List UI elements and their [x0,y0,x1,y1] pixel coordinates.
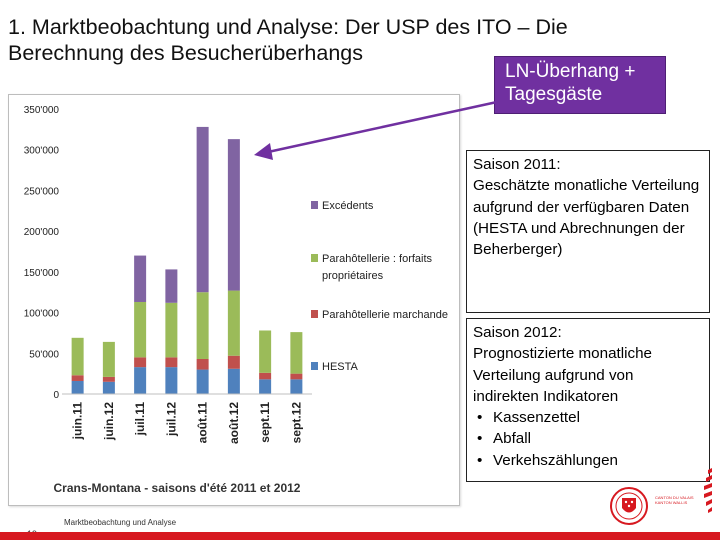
bar-segment [196,292,209,359]
bar-segment [102,376,115,382]
bar-segment [71,375,84,381]
legend-label: Excédents [322,200,374,212]
bar-segment [134,255,147,302]
bar-segment [259,379,272,394]
x-tick-label: juin.12 [102,402,116,441]
bar-segment [196,358,209,370]
legend-label: Parahôtellerie : forfaits [322,253,433,265]
footer-red-bar [0,532,720,540]
season-2012-bullets: • Kassenzettel • Abfall • Verkehszählungen [473,407,703,471]
chart-title: Crans-Montana - saisons d'été 2011 et 20… [54,481,301,495]
bar-segment [165,357,178,368]
bar-segment [290,379,303,394]
bar-segment [134,301,147,358]
bullet-icon: • [477,430,483,448]
bar-segment [165,367,178,394]
y-tick-label: 350'000 [24,105,60,116]
bar-segment [290,332,303,374]
bullet-item: • Verkehszählungen [473,450,703,471]
x-tick-label: juil.12 [164,402,178,437]
bullet-icon: • [477,409,483,427]
slide-title-line1: 1. Marktbeobachtung und Analyse: Der USP… [8,15,568,39]
valais-seal-icon [610,487,648,525]
y-tick-label: 300'000 [24,146,60,157]
callout-box: LN-Überhang + Tagesgäste [494,56,666,114]
season-2011-box: Saison 2011: Geschätzte monatliche Verte… [466,150,710,313]
callout-line2: Tagesgäste [505,84,603,105]
legend-label: propriétaires [322,270,384,282]
bar-segment [259,372,272,380]
bar-segment [227,290,240,356]
season-2011-text: Geschätzte monatliche Verteilung aufgrun… [473,177,700,259]
y-tick-label: 150'000 [24,268,60,279]
valais-stripes-icon [704,468,712,513]
x-tick-label: août.11 [196,402,210,444]
slide-title-line2: Berechnung des Besucherüberhangs [8,41,364,65]
legend-swatch [311,254,318,262]
bar-segment [134,367,147,394]
bar-segment [227,139,240,291]
bar-segment [259,330,272,373]
x-tick-label: juin.11 [71,402,85,441]
bar-segment [165,302,178,358]
callout-line1: LN-Überhang + [505,61,636,82]
x-tick-label: juil.11 [133,402,147,437]
legend-layer: Excédents Parahôtellerie : forfaits propri… [311,200,448,373]
bar-segment [165,269,178,303]
stacked-bar-chart: 0 50'000 100'000 150'000 200'000 250'000 300'0… [24,105,448,495]
y-tick-label: 250'000 [24,186,60,197]
bars-layer [71,126,303,394]
legend-swatch [311,310,318,318]
bar-segment [196,369,209,394]
legend-label: Parahôtellerie marchande [322,309,448,321]
x-tick-label: août.12 [227,402,241,444]
bar-segment [134,357,147,368]
season-2012-box: Saison 2012: Prognostizierte monatliche … [466,318,710,482]
legend-swatch [311,362,318,370]
y-tick-label: 0 [53,390,59,401]
legend-swatch [311,201,318,209]
bar-segment [71,337,84,376]
bar-segment [102,381,115,394]
x-tick-label: sept.11 [258,402,272,443]
season-2011-heading: Saison 2011: [473,156,561,173]
bullet-icon: • [477,451,483,469]
slide-title: 1. Marktbeobachtung und Analyse: Der USP… [8,14,708,66]
y-tick-label: 200'000 [24,227,60,238]
bar-segment [290,373,303,380]
bar-segment [71,380,84,394]
bar-segment [102,341,115,377]
bullet-item: • Abfall [473,428,703,449]
y-tick-label: 100'000 [24,309,60,320]
bar-segment [227,355,240,369]
season-2012-heading: Saison 2012: [473,324,562,341]
footer-label: Marktbeobachtung und Analyse [64,518,177,527]
season-2012-text: Prognostizierte monatliche Verteilung au… [473,345,652,405]
bullet-item: • Kassenzettel [473,407,703,428]
canton-label: CANTON DU VALAIS KANTON WALLIS [655,495,694,505]
y-tick-label: 50'000 [29,349,59,360]
x-tick-label: sept.12 [289,402,303,444]
legend-label: HESTA [322,361,359,373]
axes-layer: 0 50'000 100'000 150'000 200'000 250'000 300'0… [24,105,312,444]
bar-segment [227,368,240,394]
bar-segment [196,126,209,293]
